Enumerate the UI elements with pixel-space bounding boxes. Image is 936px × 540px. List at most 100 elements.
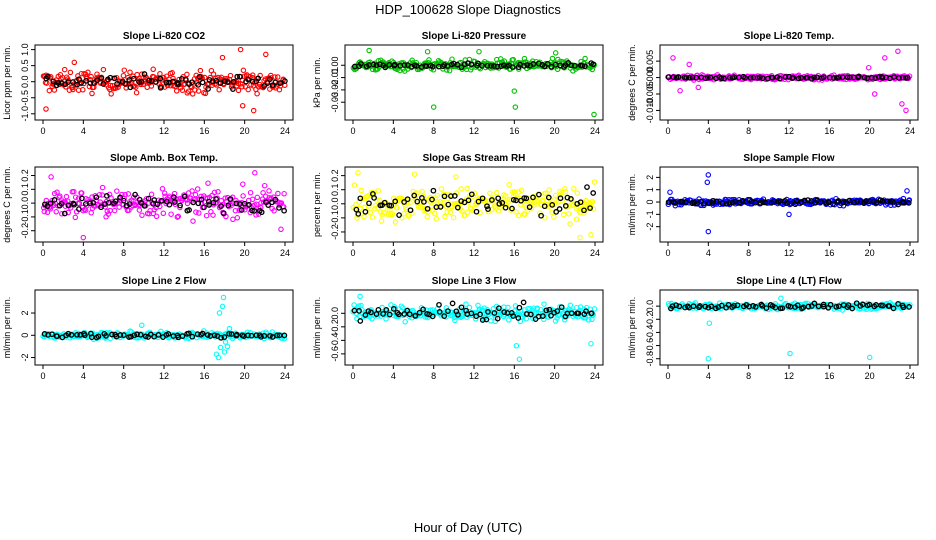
reference-point <box>879 75 886 81</box>
x-tick-label: 4 <box>81 126 86 136</box>
reference-point <box>68 332 75 338</box>
y-tick-label: -0.8 <box>645 351 655 367</box>
data-point <box>114 188 120 194</box>
reference-point <box>835 198 842 204</box>
reference-point <box>801 197 808 204</box>
reference-point <box>483 316 490 323</box>
reference-point <box>805 303 812 310</box>
data-point <box>472 316 479 322</box>
reference-point <box>760 199 766 205</box>
data-point <box>143 195 150 202</box>
outlier-point <box>219 54 226 61</box>
x-tick-label: 0 <box>40 248 45 258</box>
y-axis-label: ml/min per min. <box>627 174 637 236</box>
reference-point <box>731 302 737 309</box>
data-point <box>449 56 455 62</box>
outlier-point <box>430 104 437 110</box>
data-point <box>197 67 204 74</box>
y-axis-label: degrees C per min. <box>627 44 637 121</box>
reference-point <box>100 81 107 87</box>
data-point <box>458 186 464 192</box>
y-tick-label: -0.005 <box>645 81 655 107</box>
reference-point <box>74 81 80 88</box>
y-tick-label: 0.005 <box>645 50 655 73</box>
reference-point <box>558 304 565 311</box>
reference-point <box>441 193 448 200</box>
reference-point <box>818 199 824 205</box>
data-point <box>446 67 453 74</box>
reference-point <box>568 310 575 317</box>
x-tick-label: 8 <box>746 371 751 381</box>
reference-point <box>120 197 127 204</box>
reference-point <box>484 203 490 210</box>
data-point <box>464 185 470 192</box>
reference-point <box>458 64 465 71</box>
data-point <box>422 60 429 66</box>
y-axis-label: percent per min. <box>312 172 322 237</box>
reference-point <box>76 206 82 212</box>
data-point <box>562 185 568 192</box>
page-title: HDP_100628 Slope Diagnostics <box>375 2 561 17</box>
data-point <box>438 186 445 192</box>
y-tick-label: 0 <box>645 200 655 205</box>
reference-point <box>204 332 211 338</box>
reference-point <box>811 300 818 307</box>
x-tick-label: 16 <box>509 248 519 258</box>
reference-point <box>820 301 827 308</box>
data-point <box>372 205 378 212</box>
reference-point <box>702 303 709 310</box>
data-point <box>88 210 94 216</box>
x-tick-label: 20 <box>240 371 250 381</box>
reference-point <box>451 193 458 199</box>
outlier-point <box>224 343 231 350</box>
x-tick-label: 4 <box>706 371 711 381</box>
reference-point <box>406 311 413 318</box>
reference-point <box>281 332 288 339</box>
reference-point <box>840 199 847 206</box>
data-point <box>108 195 114 201</box>
data-point <box>281 190 287 197</box>
reference-point <box>855 73 862 80</box>
reference-point <box>157 75 164 82</box>
x-tick-label: 12 <box>784 371 794 381</box>
data-point <box>444 209 450 215</box>
reference-point <box>120 332 127 338</box>
data-point <box>422 205 428 212</box>
data-point <box>88 73 94 80</box>
data-point <box>107 82 114 89</box>
reference-point <box>805 197 811 203</box>
y-tick-label: -0.6 <box>330 346 340 362</box>
reference-point <box>868 74 875 81</box>
panel-title: Slope Gas Stream RH <box>423 153 526 164</box>
data-point <box>48 74 54 80</box>
reference-point <box>112 198 119 205</box>
data-point <box>510 56 516 63</box>
data-point <box>195 88 202 94</box>
reference-point <box>261 83 267 89</box>
reference-point <box>194 331 201 337</box>
reference-point <box>527 311 534 318</box>
outlier-point <box>512 104 519 110</box>
reference-point <box>441 313 448 319</box>
data-point <box>194 186 201 192</box>
x-tick-label: 4 <box>706 126 711 136</box>
data-point <box>540 316 547 323</box>
y-tick-label: -0.6 <box>645 338 655 354</box>
data-point <box>367 209 374 216</box>
data-point <box>546 187 552 193</box>
reference-point <box>510 313 517 319</box>
outlier-point <box>252 170 258 176</box>
x-tick-label: 24 <box>905 371 915 381</box>
data-point <box>161 190 168 196</box>
reference-point <box>395 311 402 318</box>
plot-frame <box>34 289 294 366</box>
x-tick-label: 4 <box>706 248 711 258</box>
reference-point <box>390 306 397 312</box>
reference-point <box>872 75 879 81</box>
reference-point <box>61 210 68 217</box>
data-point <box>540 197 546 203</box>
reference-point <box>276 205 282 211</box>
y-tick-label: -1 <box>645 210 655 218</box>
outlier-point <box>705 355 712 362</box>
